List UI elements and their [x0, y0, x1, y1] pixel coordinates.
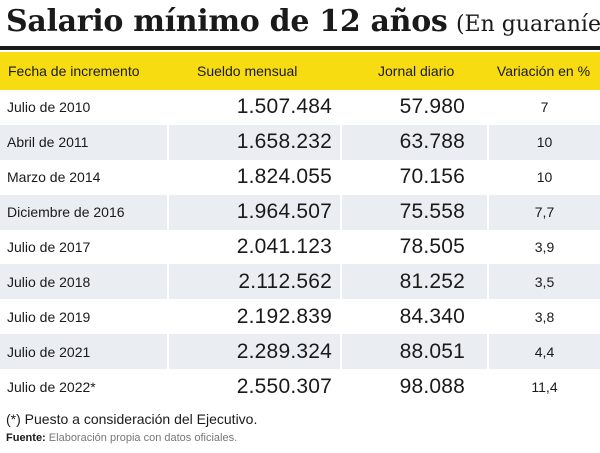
cell-monthly-salary: 2.289.324 — [167, 334, 340, 370]
cell-date: Abril de 2011 — [0, 124, 167, 160]
cell-daily-wage: 78.505 — [340, 229, 487, 265]
table-body: Julio de 2010 1.507.484 57.980 7 Abril de 20… — [0, 90, 600, 405]
table-row: Julio de 2018 2.112.562 81.252 3,5 — [0, 264, 600, 300]
cell-monthly-salary: 2.192.839 — [167, 299, 340, 335]
chart-title-block: Salario mínimo de 12 años (En guaraníes) — [6, 4, 600, 44]
cell-daily-wage: 84.340 — [340, 299, 487, 335]
table-row: Marzo de 2014 1.824.055 70.156 10 — [0, 159, 600, 195]
column-header-date: Fecha de incremento — [0, 52, 167, 90]
table-row: Abril de 2011 1.658.232 63.788 10 — [0, 124, 600, 160]
cell-daily-wage: 88.051 — [340, 334, 487, 370]
cell-variation: 7,7 — [487, 194, 600, 230]
cell-monthly-salary: 2.041.123 — [167, 229, 340, 265]
cell-date: Julio de 2022* — [0, 369, 167, 405]
cell-daily-wage: 70.156 — [340, 159, 487, 195]
table-row: Julio de 2022* 2.550.307 98.088 11,4 — [0, 369, 600, 405]
cell-monthly-salary: 1.507.484 — [167, 90, 340, 125]
cell-daily-wage: 98.088 — [340, 369, 487, 405]
chart-title: Salario mínimo de 12 años — [6, 4, 448, 39]
table-header-row: Fecha de incremento Sueldo mensual Jorna… — [0, 52, 600, 90]
salary-table: Fecha de incremento Sueldo mensual Jorna… — [0, 52, 600, 405]
cell-date: Marzo de 2014 — [0, 159, 167, 195]
cell-date: Julio de 2021 — [0, 334, 167, 370]
cell-daily-wage: 75.558 — [340, 194, 487, 230]
column-header-daily-wage: Jornal diario — [340, 52, 487, 90]
cell-variation: 3,5 — [487, 264, 600, 300]
table-row: Diciembre de 2016 1.964.507 75.558 7,7 — [0, 194, 600, 230]
cell-variation: 4,4 — [487, 334, 600, 370]
cell-variation: 3,9 — [487, 229, 600, 265]
column-header-monthly-salary: Sueldo mensual — [167, 52, 340, 90]
cell-daily-wage: 57.980 — [340, 90, 487, 125]
cell-variation: 10 — [487, 159, 600, 195]
source-text: Elaboración propia con datos oficiales. — [48, 432, 238, 444]
cell-monthly-salary: 1.964.507 — [167, 194, 340, 230]
cell-monthly-salary: 2.550.307 — [167, 369, 340, 405]
cell-variation: 3,8 — [487, 299, 600, 335]
table-row: Julio de 2010 1.507.484 57.980 7 — [0, 90, 600, 125]
chart-subtitle: (En guaraníes) — [455, 12, 600, 37]
cell-date: Julio de 2010 — [0, 90, 167, 125]
footnote: (*) Puesto a consideración del Ejecutivo… — [6, 411, 258, 427]
cell-monthly-salary: 1.824.055 — [167, 159, 340, 195]
cell-date: Diciembre de 2016 — [0, 194, 167, 230]
column-header-variation: Variación en % — [487, 52, 600, 90]
cell-monthly-salary: 1.658.232 — [167, 124, 340, 160]
cell-date: Julio de 2017 — [0, 229, 167, 265]
cell-variation: 11,4 — [487, 369, 600, 405]
source-label: Fuente: — [6, 432, 46, 444]
table-row: Julio de 2017 2.041.123 78.505 3,9 — [0, 229, 600, 265]
cell-date: Julio de 2018 — [0, 264, 167, 300]
table-row: Julio de 2021 2.289.324 88.051 4,4 — [0, 334, 600, 370]
cell-variation: 10 — [487, 124, 600, 160]
cell-daily-wage: 81.252 — [340, 264, 487, 300]
source-line: Fuente: Elaboración propia con datos ofi… — [6, 432, 237, 444]
cell-date: Julio de 2019 — [0, 299, 167, 335]
cell-variation: 7 — [487, 90, 600, 125]
title-divider — [0, 46, 600, 50]
cell-monthly-salary: 2.112.562 — [167, 264, 340, 300]
cell-daily-wage: 63.788 — [340, 124, 487, 160]
table-row: Julio de 2019 2.192.839 84.340 3,8 — [0, 299, 600, 335]
